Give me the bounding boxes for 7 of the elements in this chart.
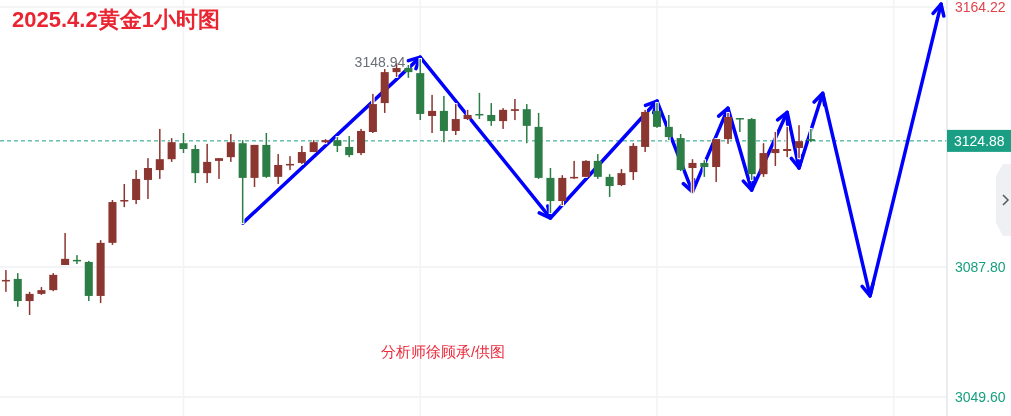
y-tick-label: 3049.60 xyxy=(955,388,1006,405)
ref-line-label: 3124.88 xyxy=(954,132,1005,149)
y-tick-label: 3164.22 xyxy=(955,0,1006,16)
y-tick-label: 3087.80 xyxy=(955,259,1006,276)
annotation: 分析师徐顾承/供图 xyxy=(381,343,506,361)
annotation: 3148.94 xyxy=(354,54,406,71)
chart-title: 2025.4.2黄金1小时图 xyxy=(12,6,220,32)
